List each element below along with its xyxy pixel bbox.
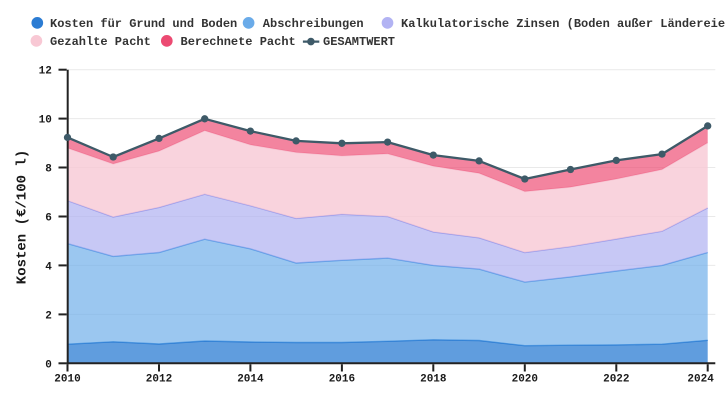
svg-text:2018: 2018 — [420, 374, 447, 386]
svg-text:Kalkulatorische Zinsen (Boden: Kalkulatorische Zinsen (Boden außer Länd… — [401, 17, 725, 31]
svg-text:6: 6 — [45, 213, 52, 225]
svg-text:0: 0 — [45, 359, 52, 371]
svg-text:2016: 2016 — [329, 374, 355, 386]
svg-text:2014: 2014 — [237, 374, 264, 386]
svg-text:Abschreibungen: Abschreibungen — [263, 17, 364, 31]
svg-text:Gezahlte Pacht: Gezahlte Pacht — [50, 35, 151, 49]
svg-text:GESAMTWERT: GESAMTWERT — [323, 35, 395, 49]
svg-text:Berechnete Pacht: Berechnete Pacht — [181, 35, 296, 49]
svg-text:2010: 2010 — [54, 374, 80, 386]
svg-text:2022: 2022 — [603, 374, 629, 386]
svg-text:Kosten (€/100 l): Kosten (€/100 l) — [15, 150, 31, 284]
svg-text:4: 4 — [45, 261, 52, 273]
svg-text:10: 10 — [39, 115, 52, 127]
svg-text:12: 12 — [39, 66, 52, 78]
svg-text:Kosten für Grund und Boden: Kosten für Grund und Boden — [50, 17, 237, 31]
svg-text:2024: 2024 — [687, 374, 714, 386]
svg-text:2: 2 — [45, 310, 52, 322]
svg-text:8: 8 — [45, 164, 52, 176]
svg-text:2020: 2020 — [512, 374, 538, 386]
svg-text:2012: 2012 — [146, 374, 172, 386]
